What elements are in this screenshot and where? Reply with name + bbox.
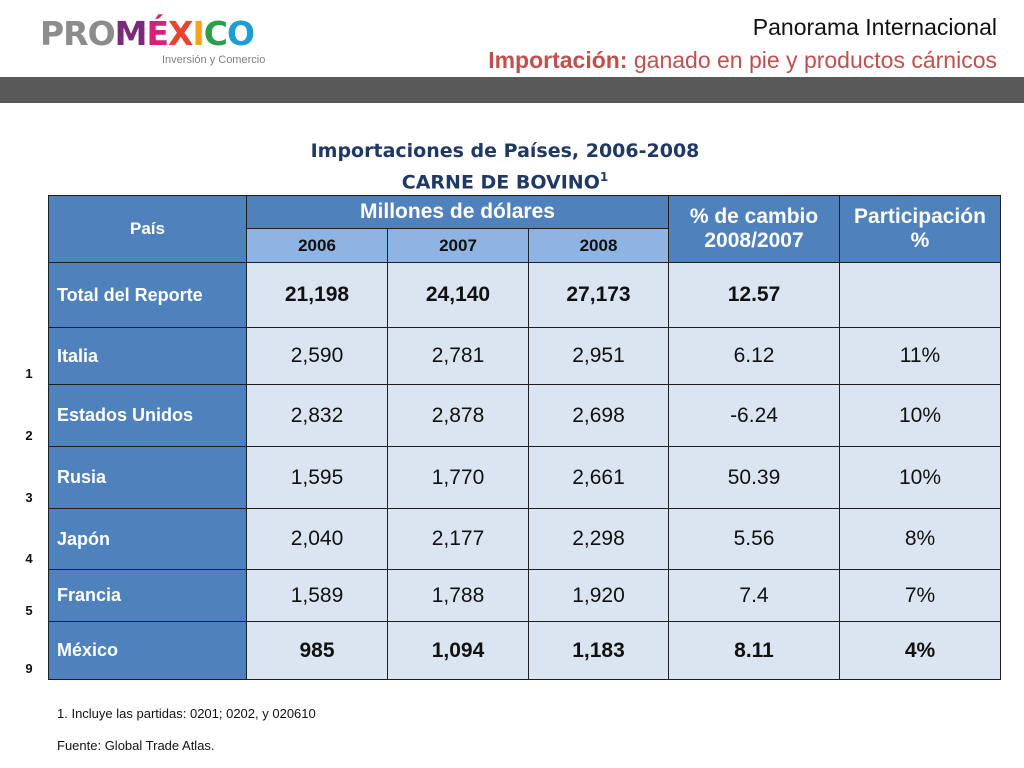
row-value-2008: 2,951 xyxy=(528,327,669,385)
row-value-2006: 2,832 xyxy=(246,384,388,447)
header-row-2: 2006 2007 2008 xyxy=(49,228,1001,263)
row-country: Total del Reporte xyxy=(48,262,247,328)
logo-wordmark: PROMÉXICO xyxy=(40,14,255,54)
table-subtitle: CARNE DE BOVINO1 xyxy=(0,170,1010,193)
row-participacion xyxy=(839,262,1001,328)
row-country: Rusia xyxy=(48,446,247,509)
rank-number: 5 xyxy=(25,603,33,618)
row-participacion: 4% xyxy=(839,621,1001,680)
table-row-total: Total del Reporte 21,198 24,140 27,173 1… xyxy=(48,262,1001,328)
row-value-2008: 1,183 xyxy=(528,621,669,680)
row-value-2007: 2,781 xyxy=(387,327,529,385)
row-country: México xyxy=(48,621,247,680)
header-divider-bar xyxy=(0,77,1024,103)
row-value-2007: 2,177 xyxy=(387,508,529,570)
row-value-2006: 985 xyxy=(246,621,388,680)
row-value-2007: 1,770 xyxy=(387,446,529,509)
row-value-2007: 1,788 xyxy=(387,569,529,622)
row-value-2008: 27,173 xyxy=(528,262,669,328)
col-header-millones: Millones de dólares xyxy=(246,195,669,229)
rank-number: 9 xyxy=(25,661,33,676)
row-cambio: 7.4 xyxy=(668,569,840,622)
rank-number: 3 xyxy=(25,490,33,505)
row-participacion: 8% xyxy=(839,508,1001,570)
col-header-2008: 2008 xyxy=(528,228,669,263)
logo-letter-o: O xyxy=(227,14,255,53)
row-value-2006: 21,198 xyxy=(246,262,388,328)
logo-tagline: Inversión y Comercio xyxy=(162,54,266,66)
table-row: Japón 2,040 2,177 2,298 5.56 8% xyxy=(48,508,1001,570)
row-value-2008: 1,920 xyxy=(528,569,669,622)
row-value-2007: 24,140 xyxy=(387,262,529,328)
rank-number: 2 xyxy=(25,428,33,443)
table-subtitle-text: CARNE DE BOVINO xyxy=(401,171,600,194)
table-row: Italia 2,590 2,781 2,951 6.12 11% xyxy=(48,327,1001,385)
footnote-source: Fuente: Global Trade Atlas. xyxy=(57,738,215,753)
col-header-part-line1: Participación xyxy=(854,205,986,228)
table-row: Estados Unidos 2,832 2,878 2,698 -6.24 1… xyxy=(48,384,1001,447)
footnote-partidas: 1. Incluye las partidas: 0201; 0202, y 0… xyxy=(57,706,316,721)
row-value-2006: 2,590 xyxy=(246,327,388,385)
logo-letter-e: É xyxy=(146,14,170,53)
header-row-1: País Millones de dólares % de cambio 200… xyxy=(48,195,1001,263)
row-value-2007: 1,094 xyxy=(387,621,529,680)
row-value-2006: 2,040 xyxy=(246,508,388,570)
promexico-logo: PROMÉXICO Inversión y Comercio xyxy=(40,14,280,70)
header-subtitle-rest: ganado en pie y productos cárnicos xyxy=(627,47,997,73)
table-row-mexico: México 985 1,094 1,183 8.11 4% xyxy=(48,621,1001,680)
col-header-participacion: Participación % xyxy=(839,195,1001,263)
logo-letter-i: I xyxy=(192,14,205,53)
row-cambio: 8.11 xyxy=(668,621,840,680)
table-title: Importaciones de Países, 2006-2008 xyxy=(310,140,700,162)
row-cambio: 50.39 xyxy=(668,446,840,509)
col-header-2007: 2007 xyxy=(387,228,529,263)
row-participacion: 10% xyxy=(839,446,1001,509)
col-header-part-line2: % xyxy=(910,229,930,252)
row-value-2007: 2,878 xyxy=(387,384,529,447)
header-subtitle-bold: Importación: xyxy=(488,47,628,73)
col-header-cambio-line2: 2008/2007 xyxy=(704,229,804,252)
rank-number: 4 xyxy=(25,551,33,566)
row-country: Francia xyxy=(48,569,247,622)
row-cambio: 6.12 xyxy=(668,327,840,385)
col-header-country: País xyxy=(48,195,247,263)
table-row: Rusia 1,595 1,770 2,661 50.39 10% xyxy=(48,446,1001,509)
row-country: Italia xyxy=(48,327,247,385)
rank-number: 1 xyxy=(25,366,33,381)
imports-table: País Millones de dólares % de cambio 200… xyxy=(48,195,1001,680)
header-title: Panorama Internacional xyxy=(752,14,997,40)
row-participacion: 10% xyxy=(839,384,1001,447)
row-cambio: -6.24 xyxy=(668,384,840,447)
row-participacion: 7% xyxy=(839,569,1001,622)
row-value-2008: 2,661 xyxy=(528,446,669,509)
logo-letter-c: C xyxy=(203,14,228,53)
col-header-cambio-line1: % de cambio xyxy=(689,205,819,228)
row-value-2006: 1,589 xyxy=(246,569,388,622)
table-row: Francia 1,589 1,788 1,920 7.4 7% xyxy=(48,569,1001,622)
row-cambio: 12.57 xyxy=(668,262,840,328)
row-country: Japón xyxy=(48,508,247,570)
logo-letter-x: X xyxy=(168,14,193,53)
col-header-cambio: % de cambio 2008/2007 xyxy=(668,195,840,263)
row-cambio: 5.56 xyxy=(668,508,840,570)
logo-pro: PRO xyxy=(40,14,116,53)
row-participacion: 11% xyxy=(839,327,1001,385)
col-header-2006: 2006 xyxy=(246,228,388,263)
logo-letter-m: M xyxy=(114,14,148,53)
row-value-2008: 2,298 xyxy=(528,508,669,570)
row-value-2008: 2,698 xyxy=(528,384,669,447)
row-country: Estados Unidos xyxy=(48,384,247,447)
table-subtitle-footnote-mark: 1 xyxy=(599,170,609,184)
row-value-2006: 1,595 xyxy=(246,446,388,509)
header-subtitle: Importación: ganado en pie y productos c… xyxy=(488,47,997,74)
